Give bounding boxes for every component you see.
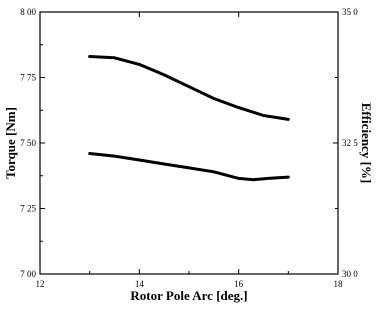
y-axis-left-title: Torque [Nm] [3,107,18,179]
y-right-tick-label: 32 5 [342,138,358,148]
x-axis-title: Rotor Pole Arc [deg.] [130,288,247,303]
series-line-1 [88,55,290,121]
x-tick-label: 12 [36,279,45,289]
series-group [88,55,290,182]
tick-labels: 12 14 16 18 7 00 7 25 7 50 7 75 8 00 30 0 32 5 35 0 [20,7,358,289]
y-right-tick-label: 35 0 [342,7,358,17]
y-axis-right-title: Efficiency [%] [359,103,374,184]
ticks [39,11,339,275]
plot-frame [39,11,339,275]
x-tick-label: 18 [334,279,344,289]
y-left-tick-label: 7 25 [20,204,36,214]
y-left-tick-label: 7 75 [20,73,36,83]
series-line-2 [88,152,290,182]
y-left-tick-label: 8 00 [20,7,36,17]
y-left-tick-label: 7 00 [20,269,36,279]
y-right-tick-label: 30 0 [342,269,358,279]
x-tick-label: 14 [135,279,145,289]
y-left-tick-label: 7 50 [20,138,36,148]
x-tick-label: 16 [234,279,244,289]
